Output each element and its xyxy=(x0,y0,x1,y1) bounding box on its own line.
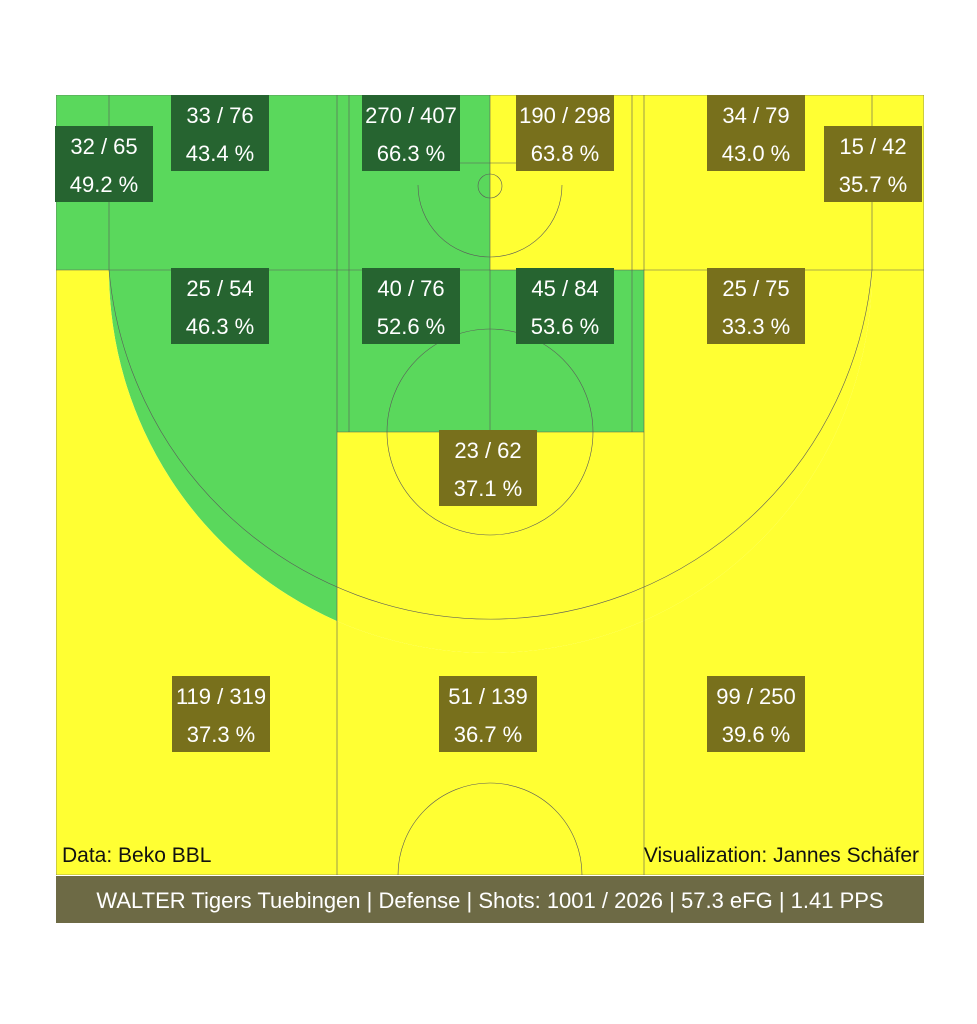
zone-label-top-three: 51 / 139 36.7 % xyxy=(439,676,537,752)
data-credit: Data: Beko BBL xyxy=(62,844,211,867)
zone-percentage: 37.3 % xyxy=(187,722,256,747)
zone-percentage: 46.3 % xyxy=(186,314,255,339)
zone-made-attempts: 40 / 76 xyxy=(377,276,444,301)
zone-label-right-baseline-two: 34 / 79 43.0 % xyxy=(707,95,805,171)
restricted-area-arc xyxy=(417,184,563,258)
zone-made-attempts: 33 / 76 xyxy=(186,103,253,128)
free-throw-circle xyxy=(386,328,594,536)
zone-label-paint-left: 40 / 76 52.6 % xyxy=(362,268,460,344)
zone-made-attempts: 25 / 54 xyxy=(186,276,253,301)
visualization-credit: Visualization: Jannes Schäfer xyxy=(644,844,919,867)
zone-made-attempts: 51 / 139 xyxy=(448,684,528,709)
zone-made-attempts: 34 / 79 xyxy=(722,103,789,128)
zone-label-box xyxy=(362,95,460,171)
zone-label-box xyxy=(516,268,614,344)
zone-label-restricted-area-left: 270 / 407 66.3 % xyxy=(362,95,460,171)
zone-label-left-wing-three: 119 / 319 37.3 % xyxy=(172,676,270,752)
zone-made-attempts: 15 / 42 xyxy=(839,134,906,159)
zone-percentage: 52.6 % xyxy=(377,314,446,339)
zone-percentage: 49.2 % xyxy=(70,172,139,197)
zone-label-box xyxy=(516,95,614,171)
zone-left-wing-two xyxy=(108,270,337,622)
zone-made-attempts: 32 / 65 xyxy=(70,134,137,159)
zone-percentage: 43.0 % xyxy=(722,141,791,166)
zone-label-paint-right: 45 / 84 53.6 % xyxy=(516,268,614,344)
zone-made-attempts: 190 / 298 xyxy=(519,103,611,128)
basket xyxy=(477,173,503,199)
zone-made-attempts: 23 / 62 xyxy=(454,438,521,463)
zone-label-box xyxy=(439,430,537,506)
three-point-arc xyxy=(108,269,873,620)
center-circle xyxy=(397,782,583,875)
zone-percentage: 37.1 % xyxy=(454,476,523,501)
zone-made-attempts: 99 / 250 xyxy=(716,684,796,709)
zone-label-box xyxy=(171,95,269,171)
zone-left-baseline-two xyxy=(109,95,337,270)
court-lines xyxy=(56,95,924,875)
zone-percentage: 39.6 % xyxy=(722,722,791,747)
zone-label-right-wing-two: 25 / 75 33.3 % xyxy=(707,268,805,344)
zone-label-box xyxy=(172,676,270,752)
zone-right-baseline-two xyxy=(644,95,872,270)
zone-label-right-wing-three: 99 / 250 39.6 % xyxy=(707,676,805,752)
zone-labels: 32 / 65 49.2 % 33 / 76 43.4 % 270 / 407 66.3 … xyxy=(55,95,922,752)
zone-made-attempts: 45 / 84 xyxy=(531,276,598,301)
zone-label-left-baseline-two: 33 / 76 43.4 % xyxy=(171,95,269,171)
zone-label-left-corner-three: 32 / 65 49.2 % xyxy=(55,126,153,202)
zone-percentage: 66.3 % xyxy=(377,141,446,166)
zone-label-left-wing-two: 25 / 54 46.3 % xyxy=(171,268,269,344)
lane-lines xyxy=(348,95,633,432)
zone-label-box xyxy=(439,676,537,752)
zone-label-box xyxy=(707,268,805,344)
zone-label-box xyxy=(171,268,269,344)
zone-top-of-key-two xyxy=(337,432,644,653)
zone-label-box xyxy=(824,126,922,202)
footer-summary: WALTER Tigers Tuebingen | Defense | Shot… xyxy=(96,888,883,913)
zone-made-attempts: 25 / 75 xyxy=(722,276,789,301)
zone-label-restricted-area-right: 190 / 298 63.8 % xyxy=(516,95,614,171)
zone-percentage: 53.6 % xyxy=(531,314,600,339)
zone-label-box xyxy=(362,268,460,344)
zone-percentage: 63.8 % xyxy=(531,141,600,166)
zone-label-box xyxy=(55,126,153,202)
zone-label-box xyxy=(707,676,805,752)
footer-bar xyxy=(56,876,924,923)
zone-label-box xyxy=(707,95,805,171)
zone-percentage: 36.7 % xyxy=(454,722,523,747)
zone-right-wing-two xyxy=(644,270,873,621)
zone-made-attempts: 119 / 319 xyxy=(176,684,266,709)
zone-made-attempts: 270 / 407 xyxy=(365,103,457,128)
zone-label-top-of-key-two: 23 / 62 37.1 % xyxy=(439,430,537,506)
zone-label-right-corner-three: 15 / 42 35.7 % xyxy=(824,126,922,202)
zone-percentage: 43.4 % xyxy=(186,141,255,166)
zone-percentage: 35.7 % xyxy=(839,172,908,197)
zone-percentage: 33.3 % xyxy=(722,314,791,339)
